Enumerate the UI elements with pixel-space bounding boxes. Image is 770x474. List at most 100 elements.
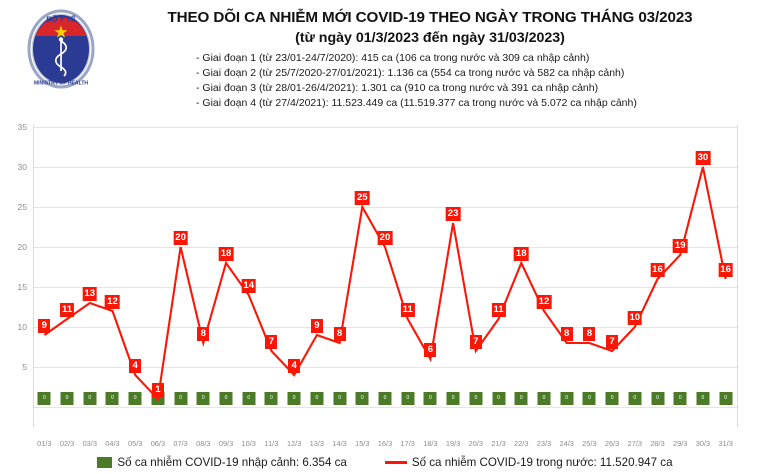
imported-cases-bar-label: 0 (179, 395, 182, 401)
title-block: THEO DÕI CA NHIỄM MỚI COVID-19 THEO NGÀY… (100, 8, 760, 111)
x-axis-tick: 07/3 (173, 439, 188, 448)
gridline (33, 127, 737, 128)
imported-cases-bar (469, 392, 483, 405)
imported-cases-bar (128, 392, 142, 405)
imported-cases-bar (628, 392, 642, 405)
data-label: 7 (469, 335, 482, 349)
y-axis-left-tick: 5 (22, 362, 27, 372)
x-axis-tick: 22/3 (514, 439, 529, 448)
axis-baseline (33, 407, 737, 408)
x-axis-tick: 08/3 (196, 439, 211, 448)
imported-cases-bar-label: 0 (360, 395, 364, 401)
x-axis-tick: 19/3 (445, 439, 461, 448)
legend-swatch-green-icon (97, 456, 113, 468)
y-axis-right-line (737, 125, 738, 427)
imported-cases-bar-label: 0 (383, 395, 387, 401)
gridline (33, 167, 737, 168)
data-label: 30 (695, 151, 711, 165)
data-label: 14 (241, 279, 257, 293)
imported-cases-bar (696, 392, 710, 405)
imported-cases-bar-label: 0 (587, 395, 591, 401)
ministry-of-health-logo-icon: BỘ Y TẾ MINISTRY OF HEALTH (26, 8, 96, 94)
data-label: 9 (38, 319, 51, 333)
legend-item-imported: Số ca nhiễm COVID-19 nhập cảnh: 6.354 ca (97, 455, 347, 469)
gridline (33, 327, 737, 328)
x-axis-tick: 23/3 (536, 439, 552, 448)
x-axis-tick: 04/3 (105, 439, 120, 448)
legend-label-domestic: Số ca nhiễm COVID-19 trong nước: 11.520.… (411, 455, 673, 469)
data-label: 16 (650, 263, 665, 277)
imported-cases-bar (105, 392, 119, 405)
x-axis-tick: 25/3 (582, 439, 597, 448)
x-axis-tick: 28/3 (650, 439, 665, 448)
svg-text:BỘ Y TẾ: BỘ Y TẾ (46, 14, 75, 24)
imported-cases-bar (83, 392, 97, 405)
legend-label-imported: Số ca nhiễm COVID-19 nhập cảnh: 6.354 ca (117, 455, 347, 469)
imported-cases-bar-label: 0 (133, 395, 137, 401)
data-label: 7 (606, 335, 619, 349)
y-axis-left-tick: 20 (17, 242, 27, 252)
imported-cases-bar (333, 392, 347, 405)
svg-text:MINISTRY OF HEALTH: MINISTRY OF HEALTH (34, 81, 89, 87)
y-axis-left-tick: 30 (17, 162, 27, 172)
data-label: 25 (354, 191, 370, 205)
legend-item-domestic: Số ca nhiễm COVID-19 trong nước: 11.520.… (384, 455, 673, 469)
x-axis-tick: 26/3 (604, 439, 620, 448)
data-label: 4 (288, 359, 301, 373)
imported-cases-bar-label: 0 (315, 395, 319, 401)
imported-cases-bar-label: 0 (406, 395, 410, 401)
x-axis-tick: 17/3 (400, 439, 415, 448)
data-label: 9 (310, 319, 323, 333)
imported-cases-bar (60, 392, 74, 405)
x-axis-tick: 14/3 (332, 439, 347, 448)
x-axis-tick: 16/3 (377, 439, 393, 448)
y-axis-left-tick: 15 (17, 282, 27, 292)
imported-cases-bar-label: 0 (65, 395, 69, 401)
data-label: 6 (424, 343, 437, 357)
phase-summary-list: - Giai đoạn 1 (từ 23/01-24/7/2020): 415 … (100, 51, 760, 111)
x-axis-tick: 24/3 (559, 439, 574, 448)
imported-cases-bar (378, 392, 392, 405)
imported-cases-bar (401, 392, 415, 405)
page-subtitle: (từ ngày 01/3/2023 đến ngày 31/03/2023) (295, 29, 565, 46)
data-label: 11 (400, 303, 415, 317)
imported-cases-bar-label: 0 (42, 395, 46, 401)
x-axis-tick: 09/3 (218, 439, 234, 448)
imported-cases-bar-label: 0 (519, 395, 523, 401)
imported-cases-bar-label: 0 (451, 395, 455, 401)
imported-cases-bar-label: 0 (201, 395, 205, 401)
x-axis-tick: 05/3 (127, 439, 143, 448)
page-title: THEO DÕI CA NHIỄM MỚI COVID-19 THEO NGÀY… (167, 9, 693, 26)
imported-cases-bar (651, 392, 665, 405)
imported-cases-bar-label: 0 (633, 395, 637, 401)
imported-cases-bar (37, 392, 51, 405)
data-label: 8 (583, 327, 596, 341)
x-axis-tick: 27/3 (627, 439, 642, 448)
imported-cases-bar-label: 0 (497, 395, 500, 401)
data-label: 11 (59, 303, 75, 317)
imported-cases-bar-label: 0 (542, 395, 546, 401)
data-label: 19 (672, 239, 688, 253)
x-axis-tick: 02/3 (59, 439, 75, 448)
x-axis-tick: 15/3 (355, 439, 370, 448)
gridline (33, 287, 737, 288)
legend-swatch-line-icon (384, 460, 407, 464)
imported-cases-bar-label: 0 (429, 395, 432, 401)
imported-cases-bar-label: 0 (701, 395, 705, 401)
imported-cases-bar-label: 0 (565, 395, 569, 401)
data-label: 20 (377, 231, 393, 245)
imported-cases-bar-label: 0 (610, 395, 614, 401)
x-axis-tick: 20/3 (468, 439, 484, 448)
x-axis-tick: 03/3 (82, 439, 97, 448)
imported-cases-bar-label: 0 (270, 395, 273, 401)
imported-cases-bar-label: 0 (474, 395, 478, 401)
x-axis-tick: 06/3 (150, 439, 166, 448)
imported-cases-bar (219, 392, 233, 405)
imported-cases-bar (582, 392, 596, 405)
gridline (33, 367, 737, 368)
imported-cases-bar-label: 0 (111, 395, 114, 401)
imported-cases-bar-label: 0 (724, 395, 728, 401)
imported-cases-bar (242, 392, 256, 405)
